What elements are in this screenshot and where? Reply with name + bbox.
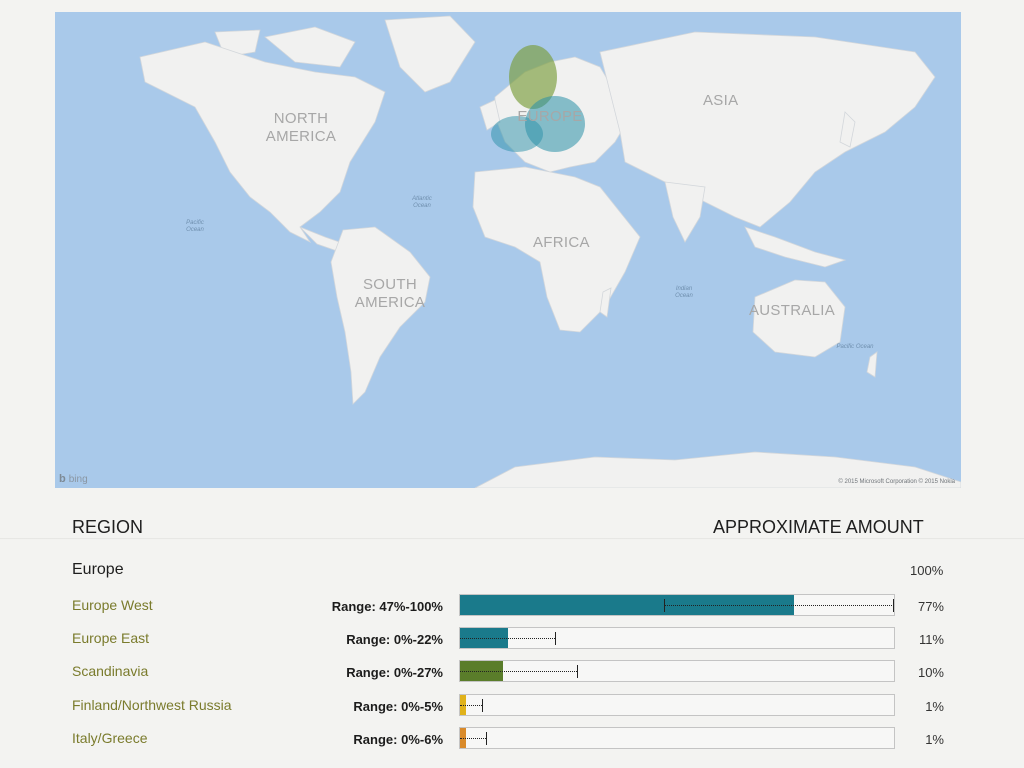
region-range-tick	[663, 599, 665, 612]
region-percent: 11%	[918, 632, 944, 647]
region-range-line	[460, 671, 578, 672]
bing-logo: b bing	[59, 473, 88, 485]
region-range-label: Range: 0%-5%	[353, 699, 443, 714]
region-bar-track	[459, 594, 895, 616]
label-pacific-ocean-west: Pacific Ocean	[186, 220, 204, 233]
label-north-america: NORTH AMERICA	[265, 110, 337, 145]
region-percent: 1%	[925, 699, 944, 714]
region-highlights	[491, 45, 585, 152]
region-name[interactable]: Italy/Greece	[72, 730, 148, 746]
region-percent: 10%	[917, 665, 944, 680]
label-asia: ASIA	[703, 92, 739, 109]
region-percent: 1%	[925, 732, 944, 747]
region-percent: 77%	[917, 599, 944, 614]
region-range-tick	[555, 632, 557, 645]
region-bar-track	[459, 694, 895, 716]
region-range-label: Range: 47%-100%	[331, 599, 443, 614]
amount-header: APPROXIMATE AMOUNT	[713, 517, 924, 537]
region-row[interactable]: Europe West Range: 47%-100% 77%	[0, 594, 1024, 618]
region-bar-fill	[460, 595, 795, 615]
label-south-america: SOUTH AMERICA	[354, 276, 426, 311]
region-row[interactable]: Scandinavia Range: 0%-27% 10%	[0, 660, 1024, 684]
label-indian-ocean: Indian Ocean	[675, 286, 693, 299]
map-copyright: © 2015 Microsoft Corporation © 2015 Noki…	[838, 479, 955, 485]
region-name[interactable]: Finland/Northwest Russia	[72, 697, 232, 713]
map-land	[139, 15, 961, 488]
group-percent: 100%	[910, 563, 944, 578]
region-range-line	[460, 738, 487, 739]
region-range-tick	[577, 665, 579, 678]
paper-fold	[0, 538, 1024, 540]
region-range-label: Range: 0%-27%	[346, 665, 443, 680]
region-bar-track	[459, 627, 895, 649]
world-map[interactable]: NORTH AMERICA SOUTH AMERICA EUROPE ASIA …	[55, 12, 961, 488]
region-row[interactable]: Italy/Greece Range: 0%-6% 1%	[0, 727, 1024, 751]
region-header: REGION	[72, 517, 144, 537]
bing-logo-icon: b	[59, 473, 66, 485]
group-name[interactable]: Europe	[72, 561, 124, 578]
region-bar-track	[459, 660, 895, 682]
label-atlantic-ocean: Atlantic Ocean	[412, 196, 432, 209]
region-name[interactable]: Scandinavia	[72, 663, 149, 679]
label-europe: EUROPE	[517, 108, 583, 125]
region-bar-track	[459, 727, 895, 749]
region-range-label: Range: 0%-6%	[353, 732, 443, 747]
label-australia: AUSTRALIA	[749, 302, 836, 319]
label-africa: AFRICA	[533, 234, 590, 251]
region-name[interactable]: Europe East	[72, 630, 150, 646]
region-range-label: Range: 0%-22%	[346, 632, 443, 647]
label-pacific-ocean-east: Pacific Ocean	[836, 344, 874, 350]
region-range-line	[460, 638, 556, 639]
region-name[interactable]: Europe West	[72, 597, 153, 613]
region-range-tick	[481, 699, 483, 712]
region-range-line	[663, 605, 894, 606]
region-range-tick	[486, 732, 488, 745]
region-row[interactable]: Europe East Range: 0%-22% 11%	[0, 627, 1024, 651]
region-range-line	[460, 705, 482, 706]
bing-logo-text: bing	[68, 473, 88, 485]
region-row[interactable]: Finland/Northwest Russia Range: 0%-5% 1%	[0, 694, 1024, 718]
region-range-tick	[893, 599, 894, 612]
